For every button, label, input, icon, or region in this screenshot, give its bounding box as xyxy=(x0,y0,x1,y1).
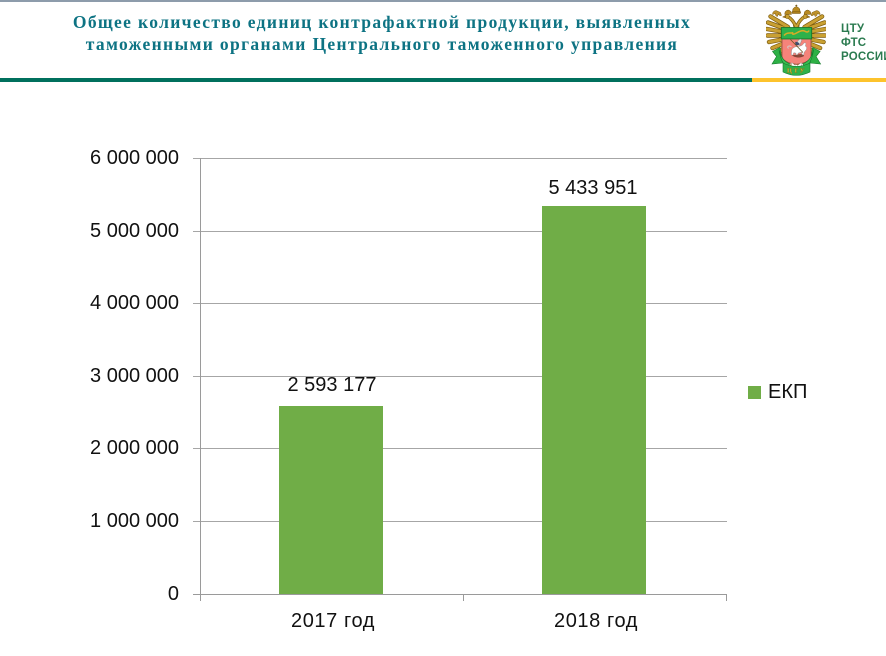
svg-text:ЦТУ: ЦТУ xyxy=(787,68,806,75)
